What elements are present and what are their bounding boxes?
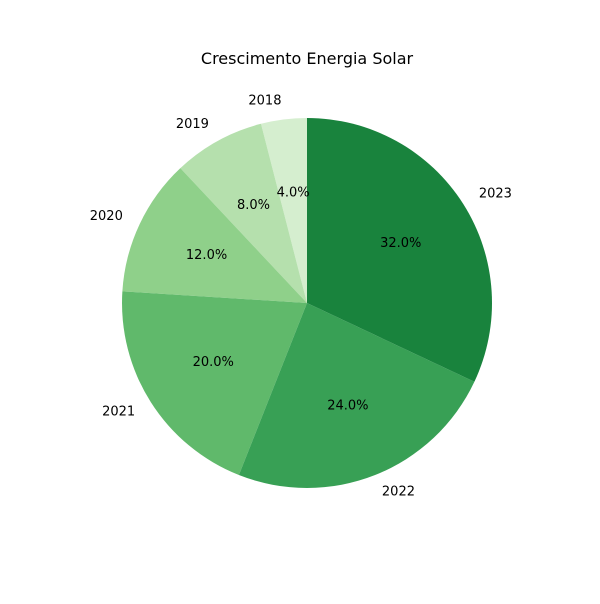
slice-label-2020: 2020	[90, 209, 123, 224]
slice-label-2018: 2018	[248, 94, 281, 109]
pie-slices	[122, 118, 492, 488]
slice-label-2019: 2019	[176, 117, 209, 132]
slice-percent-2019: 8.0%	[237, 198, 270, 213]
pie-slice-2019	[180, 123, 307, 303]
slice-percent-2022: 24.0%	[327, 399, 368, 414]
pie-slice-2018	[260, 118, 307, 303]
slice-percent-2023: 32.0%	[380, 236, 421, 251]
slice-label-2022: 2022	[382, 485, 415, 500]
slice-label-2023: 2023	[479, 186, 512, 201]
slice-label-2021: 2021	[102, 405, 135, 420]
slice-percent-2018: 4.0%	[277, 185, 310, 200]
slice-percent-2021: 20.0%	[193, 355, 234, 370]
pie-slice-2022	[238, 303, 475, 488]
pie-slice-2023	[307, 118, 492, 382]
pie-slice-2021	[122, 291, 307, 476]
slice-percent-2020: 12.0%	[186, 248, 227, 263]
chart-title: Crescimento Energia Solar	[201, 49, 414, 68]
pie-labels: 2018 4.0% 2019 8.0% 2020 12.0% 2021 20.0% 2022 24…	[90, 94, 512, 500]
pie-slice-2020	[122, 168, 308, 303]
